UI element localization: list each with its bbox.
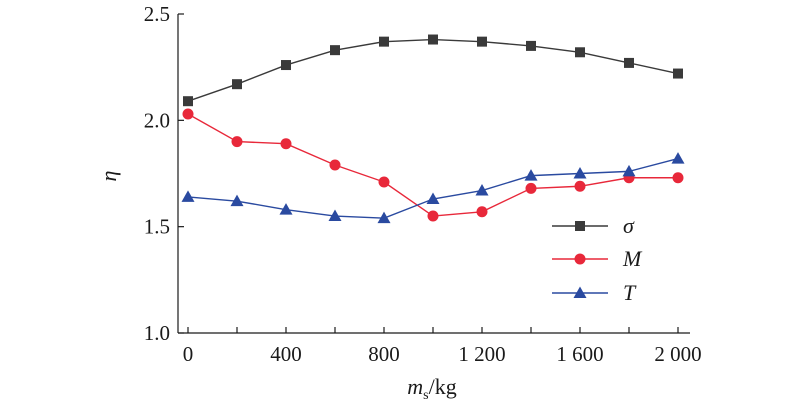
series-sigma-point [428, 34, 438, 45]
series-m-point [378, 176, 390, 188]
legend-sigma-marker [575, 221, 585, 231]
x-tick-label: 2 000 [654, 342, 701, 366]
series-sigma-point [673, 68, 683, 79]
legend-m-marker [574, 253, 586, 265]
series-t [181, 152, 685, 224]
series-m-point [280, 138, 292, 150]
series-t-point [279, 203, 293, 215]
y-axis-title: η [96, 171, 121, 182]
series-sigma-point [624, 57, 634, 68]
series-t-point [622, 164, 636, 177]
series-sigma-point [477, 36, 487, 47]
x-axis-title-subscript: s [423, 388, 428, 403]
y-tick-label: 1.5 [144, 215, 170, 239]
x-tick-label: 400 [270, 342, 302, 366]
series-sigma-point [330, 45, 340, 56]
series-m-point [525, 182, 537, 194]
series-m-point [231, 136, 243, 148]
series-t-point [475, 184, 489, 196]
series-layer [181, 34, 685, 224]
series-t-point [377, 211, 391, 224]
series-m-point [672, 172, 684, 184]
series-t-point [671, 152, 685, 164]
y-axis-ticks: 1.0 1.5 2.0 2.5 [144, 2, 184, 345]
series-t-point [230, 194, 244, 207]
series-m-point [476, 206, 488, 218]
x-axis-title-main: m [407, 374, 423, 399]
x-tick-label: 1 200 [458, 342, 505, 366]
series-t-point [426, 192, 440, 205]
x-axis-ticks: 0 400 800 1 200 1 600 2 000 [183, 327, 702, 366]
legend-m-label: M [622, 246, 643, 271]
series-sigma-line [187, 38, 679, 102]
series-sigma-point [281, 60, 291, 71]
series-t-point [573, 167, 587, 179]
series-t-point [328, 209, 342, 222]
series-t-line [187, 157, 679, 219]
series-t-point [181, 190, 195, 202]
plot-area [177, 14, 690, 334]
legend-sigma-label: σ [623, 213, 635, 238]
series-m-point [329, 159, 341, 171]
legend-t-marker [573, 286, 587, 298]
x-axis-title-unit: /kg [429, 374, 457, 399]
series-sigma-point [183, 96, 193, 107]
series-sigma-point [575, 47, 585, 58]
series-m-point [427, 210, 439, 222]
x-tick-label: 800 [368, 342, 400, 366]
legend-t-label: T [623, 280, 637, 305]
x-tick-label: 1 600 [556, 342, 603, 366]
y-tick-label: 2.5 [144, 2, 170, 26]
x-tick-label: 0 [183, 342, 194, 366]
legend: σMT [552, 213, 643, 305]
x-axis-title: ms/kg [407, 374, 456, 403]
series-sigma-point [526, 40, 536, 51]
y-tick-label: 2.0 [144, 108, 170, 132]
series-sigma-point [232, 79, 242, 90]
series-m-point [574, 180, 586, 192]
y-tick-label: 1.0 [144, 321, 170, 345]
series-sigma [183, 34, 683, 107]
series-m-point [182, 108, 194, 120]
series-t-point [524, 169, 538, 181]
series-sigma-point [379, 36, 389, 47]
